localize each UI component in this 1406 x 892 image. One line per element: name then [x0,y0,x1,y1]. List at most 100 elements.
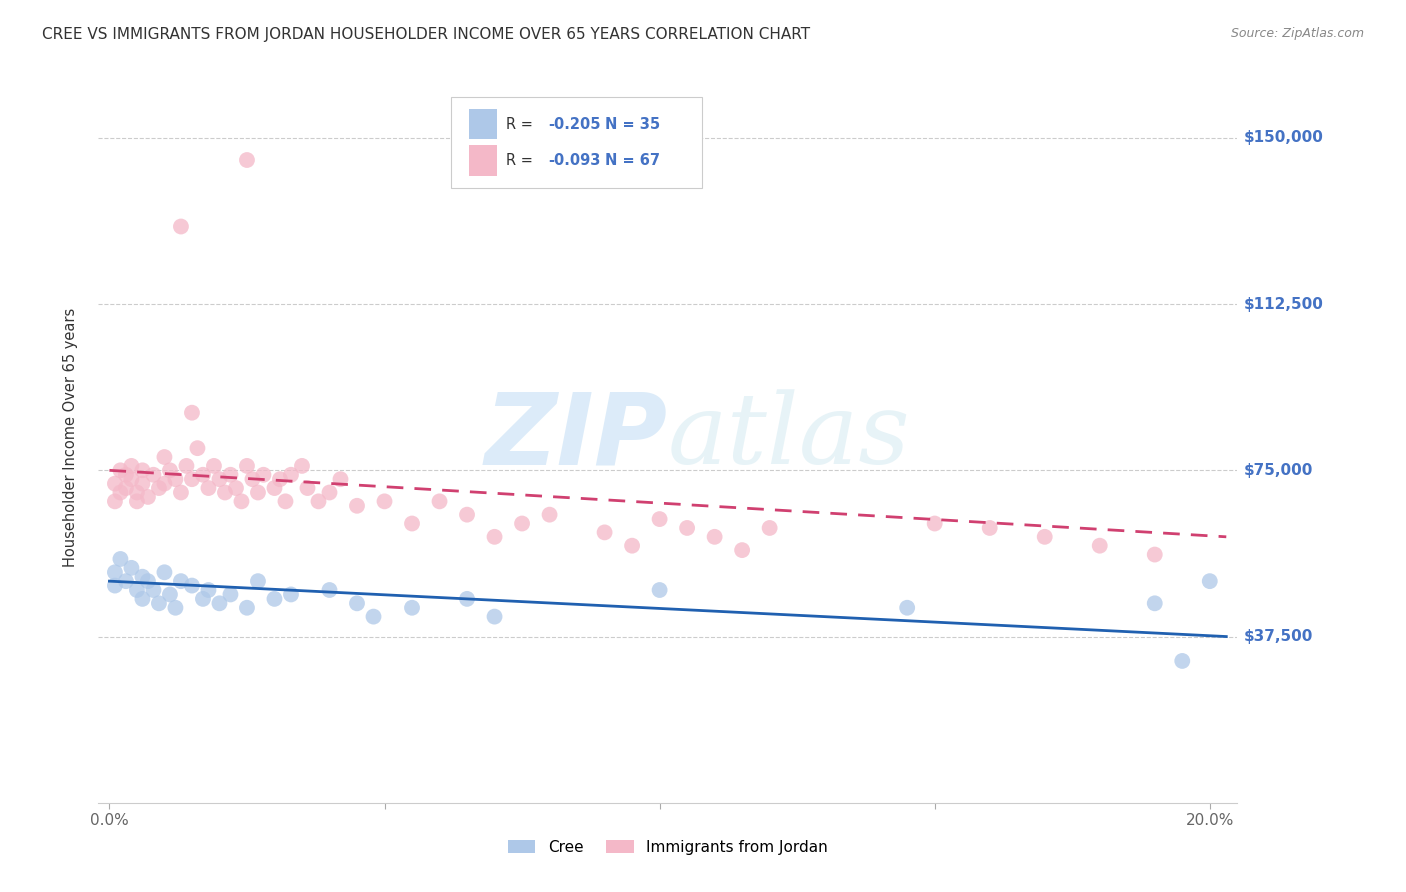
Point [648,512,671,526]
Text: $150,000: $150,000 [1244,130,1324,145]
Point [280,467,302,482]
Point [125,582,148,597]
Point [1198,574,1220,589]
Text: N = 67: N = 67 [605,153,661,168]
Point [136,574,159,589]
Point [456,508,478,522]
Point [538,508,561,522]
Point [181,406,204,420]
Point [159,587,181,601]
Point [676,521,699,535]
Point [165,600,187,615]
Point [648,582,671,597]
Text: CREE VS IMMIGRANTS FROM JORDAN HOUSEHOLDER INCOME OVER 65 YEARS CORRELATION CHAR: CREE VS IMMIGRANTS FROM JORDAN HOUSEHOLD… [42,27,810,42]
Point [153,476,176,491]
Point [1088,539,1111,553]
Point [148,596,170,610]
Point [401,600,423,615]
Point [1171,654,1194,668]
Point [219,587,242,601]
Point [148,481,170,495]
Point [120,561,142,575]
Point [329,472,352,486]
Point [120,472,142,486]
Point [373,494,395,508]
Text: -0.093: -0.093 [548,153,600,168]
Point [484,530,506,544]
Text: $112,500: $112,500 [1244,297,1324,311]
Point [263,481,285,495]
Point [197,582,219,597]
Point [142,582,165,597]
Text: Source: ZipAtlas.com: Source: ZipAtlas.com [1230,27,1364,40]
Point [593,525,616,540]
Point [236,458,259,473]
Point [115,481,138,495]
Point [142,467,165,482]
Point [318,485,340,500]
FancyBboxPatch shape [468,145,498,176]
Point [246,574,269,589]
Point [115,467,138,482]
Point [125,494,148,508]
Point [115,574,138,589]
Point [231,494,253,508]
Point [219,467,242,482]
Point [1143,596,1166,610]
Point [104,494,127,508]
Point [896,600,918,615]
Point [429,494,451,508]
Point [280,587,302,601]
Point [153,450,176,464]
Point [159,463,181,477]
Point [252,467,274,482]
Point [269,472,291,486]
Point [225,481,247,495]
Point [104,476,127,491]
Point [401,516,423,531]
Point [104,566,127,580]
Point [456,591,478,606]
Point [170,485,193,500]
Point [274,494,297,508]
Point [291,458,314,473]
Point [363,609,385,624]
Point [208,596,231,610]
Point [484,609,506,624]
Point [246,485,269,500]
Point [297,481,319,495]
Text: -0.205: -0.205 [548,117,600,131]
Text: R =: R = [506,153,537,168]
Text: N = 35: N = 35 [605,117,661,131]
Point [131,463,153,477]
Point [170,219,193,234]
Point [510,516,533,531]
FancyBboxPatch shape [468,109,498,139]
Point [346,596,368,610]
Point [176,458,198,473]
Text: $75,000: $75,000 [1244,463,1313,478]
Text: $37,500: $37,500 [1244,629,1313,644]
Point [924,516,946,531]
Point [236,600,259,615]
Point [621,539,644,553]
Point [110,552,132,566]
Point [181,472,204,486]
Point [153,566,176,580]
Point [125,485,148,500]
FancyBboxPatch shape [451,97,702,188]
Point [186,441,208,455]
Point [731,543,754,558]
Point [318,582,340,597]
Point [165,472,187,486]
Point [214,485,236,500]
Point [263,591,285,606]
Point [131,591,153,606]
Point [110,485,132,500]
Text: ZIP: ZIP [485,389,668,485]
Point [131,476,153,491]
Point [110,463,132,477]
Legend: Cree, Immigrants from Jordan: Cree, Immigrants from Jordan [502,834,834,861]
Point [1033,530,1056,544]
Point [191,467,214,482]
